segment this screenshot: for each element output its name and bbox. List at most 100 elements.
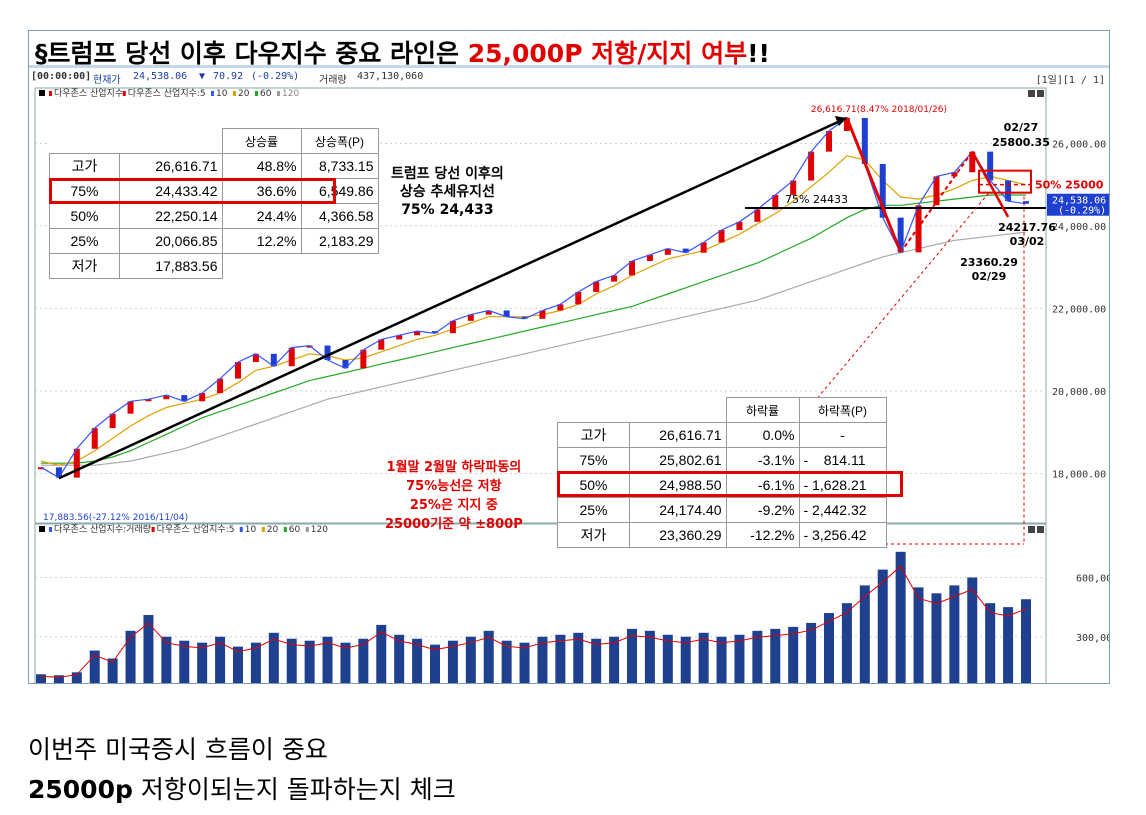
down-row-label: 저가 bbox=[557, 522, 630, 548]
volume-bar bbox=[107, 658, 118, 683]
annotation-value: 23360.29 bbox=[960, 256, 1018, 269]
legend-label: 120 bbox=[311, 525, 328, 535]
down-header-pts: 하락폭(P) bbox=[798, 397, 887, 423]
status-page[interactable]: [1일][1 / 1] bbox=[1035, 75, 1105, 86]
status-volume: 437,130,060 bbox=[357, 71, 424, 82]
price-candle bbox=[73, 448, 80, 478]
volume-bar bbox=[644, 630, 655, 683]
legend-swatch bbox=[283, 527, 287, 532]
down-row-pct: 0.0% bbox=[725, 422, 800, 448]
price-candle bbox=[969, 151, 976, 173]
red-note-line: 25000기준 약 ±800P bbox=[385, 517, 523, 532]
volume-bar bbox=[877, 569, 888, 683]
price-candle bbox=[790, 180, 797, 195]
up-header-pct: 상승률 bbox=[221, 128, 302, 154]
status-time: [00:00:00] bbox=[31, 71, 92, 82]
legend-swatch bbox=[277, 91, 280, 96]
down-row-value: 24,988.50 bbox=[629, 472, 727, 498]
volume-bar bbox=[304, 640, 315, 683]
volume-bar bbox=[716, 636, 727, 683]
price-candle bbox=[861, 117, 868, 165]
section-symbol: § bbox=[35, 39, 48, 68]
volume-bar bbox=[286, 638, 297, 683]
legend-label: 10 bbox=[216, 89, 228, 99]
price-candle bbox=[521, 316, 528, 319]
price-candle bbox=[396, 335, 403, 340]
legend-label: 20 bbox=[267, 525, 279, 535]
down-row-value: 25,802.61 bbox=[629, 447, 727, 473]
legend-marker bbox=[39, 90, 45, 96]
status-change: 70.92 bbox=[213, 71, 244, 82]
table-row: 저가 17,883.56 bbox=[49, 253, 379, 279]
price-candle bbox=[987, 151, 994, 181]
status-change-pct: (-0.29%) bbox=[251, 71, 300, 82]
footer-line-2: 25000p 저항이되는지 돌파하는지 체크 bbox=[28, 770, 456, 806]
volume-bar bbox=[949, 585, 960, 683]
volume-bar bbox=[465, 636, 476, 683]
volume-ma-line bbox=[40, 565, 1027, 678]
volume-bar bbox=[89, 650, 100, 683]
volume-panel-border bbox=[34, 523, 1047, 683]
up-row-label: 75% bbox=[49, 178, 120, 204]
volume-bar bbox=[734, 634, 745, 683]
volume-tick-label: 300,000K bbox=[1076, 633, 1109, 644]
current-price-tag bbox=[1047, 193, 1109, 216]
volume-bar bbox=[215, 636, 226, 683]
price-candle bbox=[235, 362, 241, 379]
volume-tick-label: 600,000K bbox=[1076, 574, 1109, 585]
price-candle bbox=[843, 117, 850, 132]
down-table: 하락률 하락폭(P) 고가 26,616.71 0.0% - 75% 25,802.61-… bbox=[557, 397, 887, 548]
legend-swatch bbox=[49, 91, 52, 96]
status-bar: [00:00:00] 현재가 24,538.06 ▼ 70.92 (-0.29%… bbox=[29, 69, 1109, 86]
down-row-pts: - 2,442.32 bbox=[798, 497, 887, 523]
up-row-pct: 24.4% bbox=[221, 203, 302, 229]
down-row-pts: - 814.11 bbox=[798, 447, 887, 473]
price-candle bbox=[575, 291, 582, 305]
volume-bar bbox=[447, 640, 458, 683]
volume-bar bbox=[125, 630, 136, 683]
price-candle bbox=[897, 217, 904, 253]
volume-bar bbox=[483, 630, 494, 683]
volume-bar bbox=[358, 638, 369, 683]
price-panel-border bbox=[34, 87, 1047, 524]
up-row-pts: 6,549.86 bbox=[300, 178, 379, 204]
down-row-pts: - 3,256.42 bbox=[798, 522, 887, 548]
ma60-line bbox=[41, 194, 1026, 464]
price-candle bbox=[826, 131, 832, 152]
up-row-label: 50% bbox=[49, 203, 120, 229]
price-candle bbox=[611, 275, 618, 282]
price-candle bbox=[145, 399, 152, 402]
price-candle bbox=[252, 353, 259, 363]
table-row: 50% 24,988.50 -6.1% - 1,628.21 bbox=[557, 472, 887, 498]
price-candle bbox=[55, 467, 62, 478]
level-50-box bbox=[978, 169, 1032, 194]
current-price-value: 24,538.06 bbox=[1052, 196, 1106, 207]
price-candle bbox=[646, 254, 653, 261]
status-volume-label: 거래량 bbox=[319, 75, 347, 86]
table-row: 25% 24,174.40 -9.2% - 2,442.32 bbox=[557, 497, 887, 523]
price-candle bbox=[163, 395, 170, 400]
down-row-label: 고가 bbox=[557, 422, 630, 448]
price-candle bbox=[324, 345, 331, 361]
price-candle bbox=[109, 413, 116, 429]
price-candle bbox=[629, 260, 635, 276]
red-note-line: 1월말 2월말 하락파동의 bbox=[386, 460, 522, 475]
up-row-pts: 8,733.15 bbox=[300, 153, 379, 179]
volume-bar bbox=[394, 634, 405, 683]
price-volume-chart: 26,000.00 24,000.00 22,000.00 20,000.00 18,0… bbox=[34, 87, 1109, 683]
legend-swatch bbox=[151, 527, 155, 532]
down-row-label: 25% bbox=[557, 497, 630, 523]
up-row-label: 25% bbox=[49, 228, 120, 254]
up-row-pts: 2,183.29 bbox=[300, 228, 379, 254]
price-candle bbox=[718, 230, 725, 243]
legend-swatch bbox=[211, 91, 214, 96]
legend-label: 10 bbox=[245, 525, 257, 535]
volume-bar bbox=[752, 630, 763, 683]
legend-label: 60 bbox=[260, 89, 272, 99]
price-candle bbox=[288, 347, 295, 367]
up-row-value: 26,616.71 bbox=[119, 153, 223, 179]
price-candle bbox=[414, 331, 421, 336]
red-note-line: 75%능선은 저항 bbox=[406, 479, 502, 494]
table-row: 고가 26,616.71 48.8% 8,733.15 bbox=[49, 153, 379, 179]
legend-swatch bbox=[233, 91, 236, 96]
